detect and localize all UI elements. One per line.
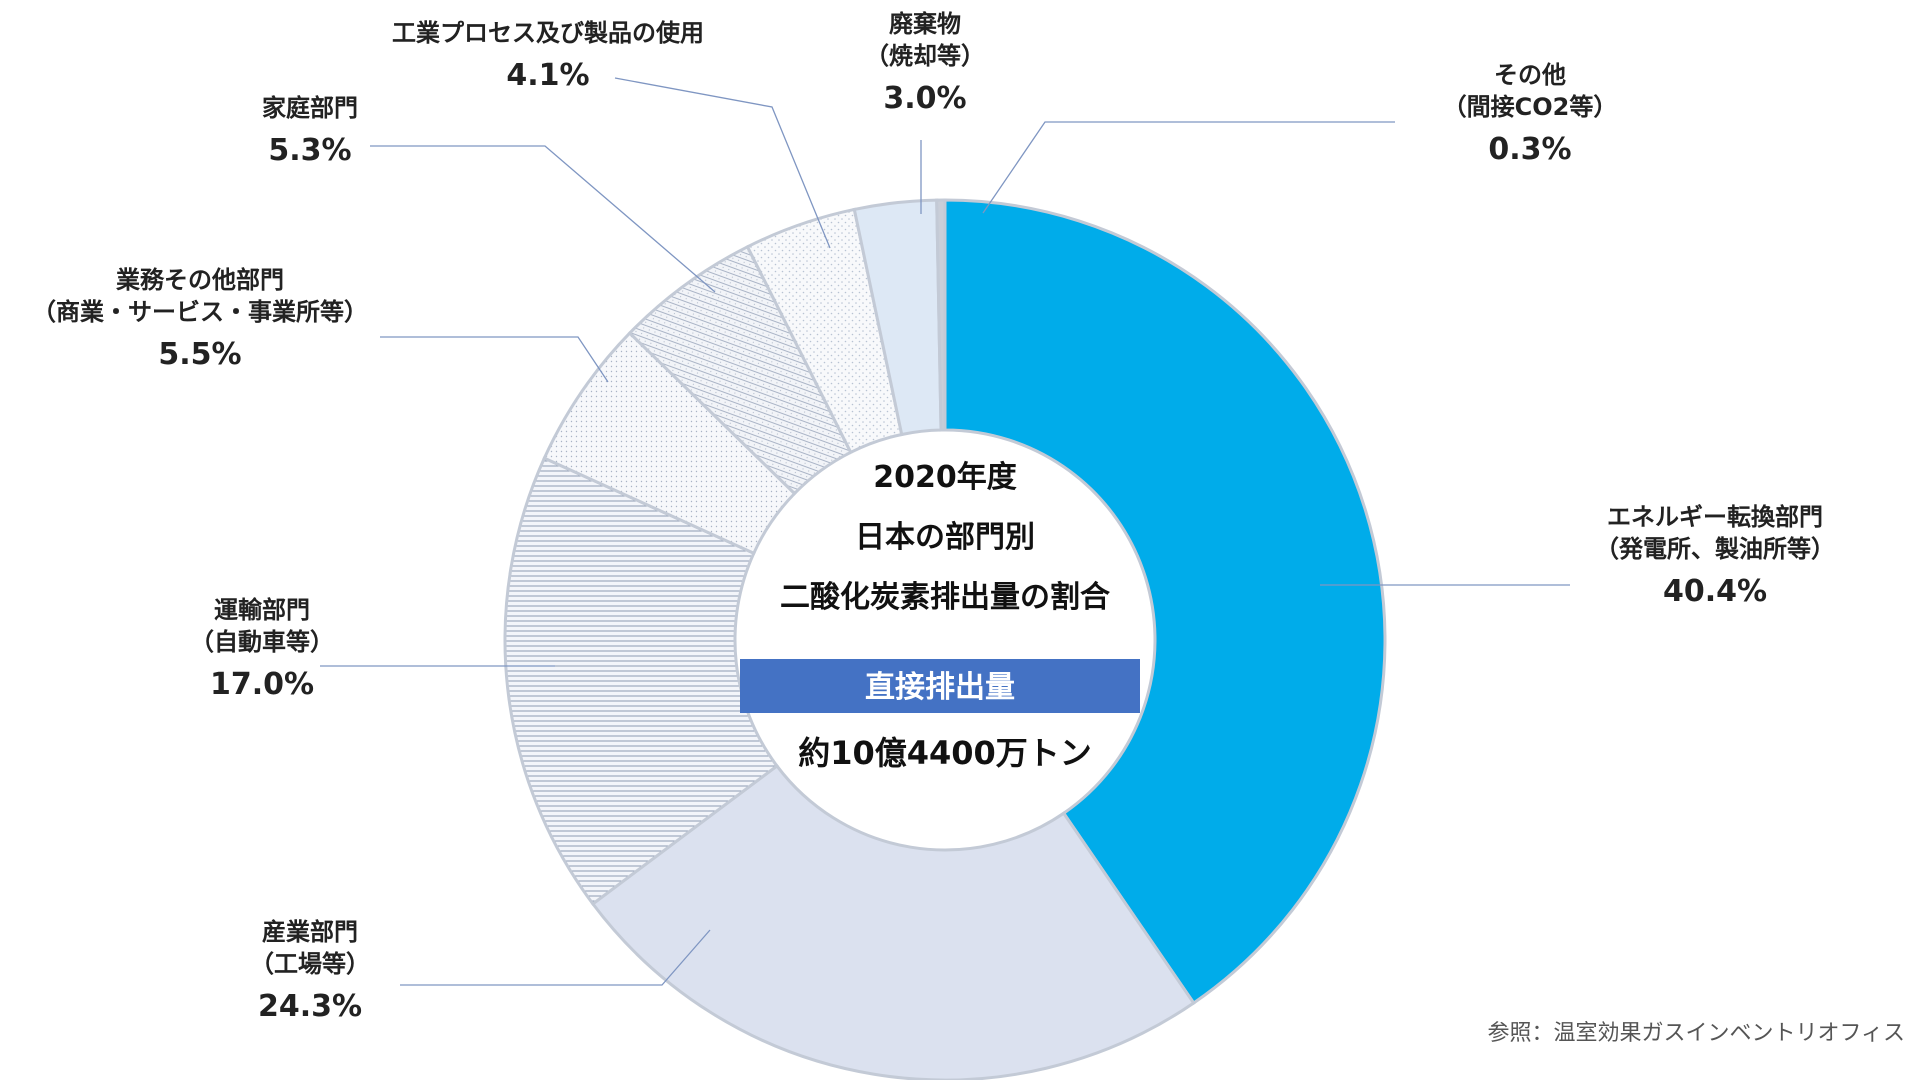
slice-value-2: 17.0% xyxy=(210,667,314,702)
center-title-line-1: 2020年度 xyxy=(873,460,1017,495)
slice-value-7: 0.3% xyxy=(1488,132,1571,167)
leader-line-3 xyxy=(380,336,609,383)
leader-line-7 xyxy=(982,121,1395,214)
slice-label-3-line-0: 業務その他部門 xyxy=(116,266,284,294)
slice-label-2-line-0: 運輸部門 xyxy=(214,596,310,624)
slice-label-4-line-0: 家庭部門 xyxy=(262,94,358,122)
donut-slice-7 xyxy=(935,198,947,432)
center-total: 約10億4400万トン xyxy=(798,734,1092,772)
center-title-line-3: 二酸化炭素排出量の割合 xyxy=(780,580,1110,615)
donut-slice-1 xyxy=(590,763,1196,1080)
slice-value-6: 3.0% xyxy=(883,81,966,116)
leader-line-5 xyxy=(614,77,831,249)
center-band xyxy=(740,659,1140,713)
donut-slice-0 xyxy=(943,198,1387,1006)
slice-label-6-line-1: （焼却等） xyxy=(865,42,985,70)
leaders-layer xyxy=(320,77,1570,986)
labels-layer: エネルギー転換部門 （発電所、製油所等） 40.4% 産業部門 （工場等） 24.3% 運輸… xyxy=(32,10,1835,1024)
slice-label-2-line-1: （自動車等） xyxy=(190,628,334,656)
slice-label-1-line-1: （工場等） xyxy=(250,950,370,978)
slice-label-7-line-0: その他 xyxy=(1494,61,1566,89)
center-title-line-2: 日本の部門別 xyxy=(855,520,1035,555)
slice-value-3: 5.5% xyxy=(158,337,241,372)
slice-label-1-line-0: 産業部門 xyxy=(262,918,358,946)
leader-line-4 xyxy=(370,145,716,293)
slice-label-0-line-1: （発電所、製油所等） xyxy=(1595,535,1835,563)
center-block: 2020年度 日本の部門別 二酸化炭素排出量の割合 直接排出量 約10億4400… xyxy=(740,460,1140,772)
slices-layer xyxy=(503,198,1387,1080)
slice-value-4: 5.3% xyxy=(268,133,351,168)
slice-label-6-line-0: 廃棄物 xyxy=(889,10,961,38)
source-note: 参照：温室効果ガスインベントリオフィス xyxy=(1487,1021,1905,1046)
slice-label-7-line-1: （間接CO2等） xyxy=(1443,93,1618,121)
leader-line-1 xyxy=(400,929,711,986)
slice-value-1: 24.3% xyxy=(258,989,362,1024)
slice-value-5: 4.1% xyxy=(506,58,589,93)
slice-value-0: 40.4% xyxy=(1663,574,1767,609)
center-band-label: 直接排出量 xyxy=(865,670,1015,705)
slice-label-0-line-0: エネルギー転換部門 xyxy=(1607,503,1823,531)
slice-label-5-line-0: 工業プロセス及び製品の使用 xyxy=(392,19,704,47)
slice-label-3-line-1: （商業・サービス・事業所等） xyxy=(32,298,368,326)
